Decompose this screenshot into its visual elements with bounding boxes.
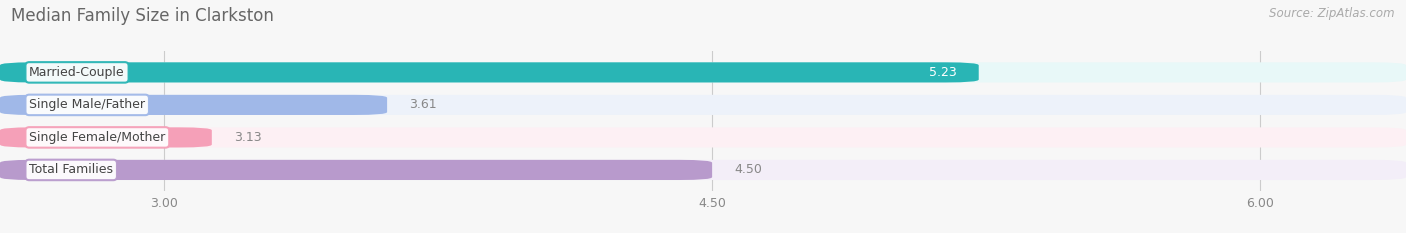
Text: 3.61: 3.61 [409, 98, 437, 111]
FancyBboxPatch shape [0, 160, 1406, 180]
Text: Source: ZipAtlas.com: Source: ZipAtlas.com [1270, 7, 1395, 20]
Text: Single Female/Mother: Single Female/Mother [30, 131, 166, 144]
Text: 3.13: 3.13 [233, 131, 262, 144]
FancyBboxPatch shape [0, 62, 1406, 82]
Text: 5.23: 5.23 [929, 66, 957, 79]
FancyBboxPatch shape [0, 127, 1406, 147]
FancyBboxPatch shape [0, 160, 711, 180]
FancyBboxPatch shape [0, 95, 1406, 115]
Text: Single Male/Father: Single Male/Father [30, 98, 145, 111]
FancyBboxPatch shape [0, 127, 212, 147]
Text: 4.50: 4.50 [734, 163, 762, 176]
Text: Median Family Size in Clarkston: Median Family Size in Clarkston [11, 7, 274, 25]
FancyBboxPatch shape [0, 62, 979, 82]
FancyBboxPatch shape [0, 95, 387, 115]
Text: Married-Couple: Married-Couple [30, 66, 125, 79]
Text: Total Families: Total Families [30, 163, 114, 176]
